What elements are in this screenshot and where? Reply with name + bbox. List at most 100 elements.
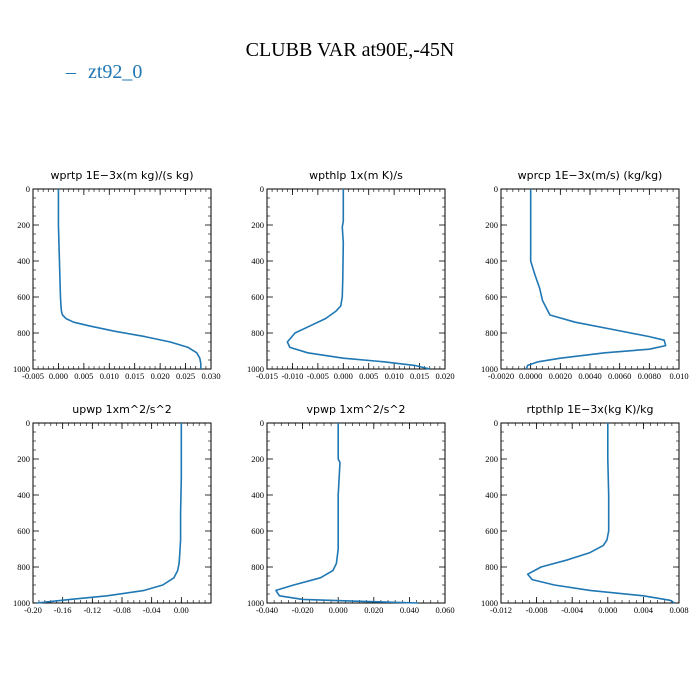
x-tick-label: 0.015 — [410, 371, 429, 381]
x-tick-label: 0.004 — [634, 605, 654, 615]
x-tick-label: -0.005 — [307, 371, 329, 381]
x-tick-label: 0.010 — [385, 371, 404, 381]
y-tick-label: 600 — [485, 292, 498, 302]
y-tick-label: 400 — [485, 490, 498, 500]
y-tick-label: 1000 — [247, 364, 264, 374]
x-tick-label: -0.020 — [292, 605, 314, 615]
panel-3: wprcp 1E−3x(m/s) (kg/kg) -0.0020 0.0000 0.0… — [481, 169, 689, 381]
y-tick-label: 200 — [485, 220, 498, 230]
x-tick-label: 0.060 — [435, 605, 454, 615]
y-tick-label: 400 — [17, 490, 30, 500]
x-tick-label: 0.0060 — [608, 371, 631, 381]
x-tick-label: 0.010 — [669, 371, 688, 381]
x-tick-label: 0.020 — [151, 371, 170, 381]
x-tick-label: -0.005 — [22, 371, 44, 381]
y-tick-label: 1000 — [13, 598, 30, 608]
panel-title: wpthlp 1x(m K)/s — [309, 169, 403, 182]
y-tick-label: 0 — [494, 418, 498, 428]
x-tick-label: -0.040 — [256, 605, 278, 615]
x-tick-label: 0.010 — [100, 371, 119, 381]
x-tick-label: 0.040 — [400, 605, 419, 615]
x-tick-label: 0.0020 — [549, 371, 572, 381]
y-tick-label: 0 — [260, 184, 264, 194]
plot-frame — [266, 188, 446, 370]
y-tick-label: 400 — [251, 490, 264, 500]
series-line-zt92_0 — [526, 423, 675, 604]
y-tick-label: 0 — [26, 418, 30, 428]
x-tick-label: 0.000 — [329, 605, 348, 615]
x-tick-label: 0.000 — [334, 371, 353, 381]
plot-panels: wprtp 1E−3x(m kg)/(s kg)-0.005 0.000 0.005… — [13, 169, 689, 615]
x-tick-label: -0.0020 — [488, 371, 514, 381]
x-tick-label: 0.0080 — [638, 371, 661, 381]
x-tick-label: 0.00 — [174, 605, 189, 615]
x-tick-label: 0.0040 — [578, 371, 601, 381]
series-line-zt92_0 — [525, 189, 667, 370]
panel-title: wprtp 1E−3x(m kg)/(s kg) — [51, 169, 194, 182]
y-tick-label: 0 — [260, 418, 264, 428]
series-line-zt92_0 — [275, 423, 419, 604]
y-tick-label: 1000 — [481, 364, 498, 374]
x-tick-label: -0.12 — [83, 605, 101, 615]
x-tick-label: -0.010 — [281, 371, 303, 381]
y-tick-label: 800 — [485, 328, 498, 338]
x-tick-label: 0.025 — [176, 371, 195, 381]
plot-frame — [32, 422, 212, 604]
y-tick-label: 1000 — [247, 598, 264, 608]
y-tick-label: 600 — [17, 292, 30, 302]
y-tick-label: 200 — [251, 220, 264, 230]
y-tick-label: 800 — [17, 562, 30, 572]
y-tick-label: 600 — [251, 292, 264, 302]
y-tick-label: 0 — [494, 184, 498, 194]
plot-frame — [266, 422, 446, 604]
figure-title: CLUBB VAR at90E,-45N — [246, 39, 455, 61]
y-tick-label: 200 — [485, 454, 498, 464]
y-tick-label: 800 — [251, 328, 264, 338]
x-tick-label: 0.000 — [598, 605, 617, 615]
y-tick-label: 800 — [251, 562, 264, 572]
y-tick-label: 800 — [485, 562, 498, 572]
y-tick-label: 400 — [17, 256, 30, 266]
panel-1: wprtp 1E−3x(m kg)/(s kg) -0.005 0.000 0.005… — [13, 169, 221, 381]
series-line-zt92_0 — [286, 189, 430, 370]
y-tick-label: 1000 — [13, 364, 30, 374]
y-tick-label: 600 — [251, 526, 264, 536]
y-tick-label: 600 — [485, 526, 498, 536]
series-line-zt92_0 — [57, 189, 202, 369]
x-tick-label: -0.012 — [490, 605, 512, 615]
plot-frame — [500, 422, 680, 604]
x-tick-label: -0.16 — [54, 605, 72, 615]
x-tick-label: 0.005 — [359, 371, 378, 381]
y-tick-label: 200 — [17, 454, 30, 464]
x-tick-label: 0.0000 — [519, 371, 542, 381]
x-tick-label: 0.020 — [364, 605, 383, 615]
y-tick-label: 800 — [17, 328, 30, 338]
x-tick-label: 0.008 — [669, 605, 688, 615]
x-tick-label: 0.005 — [74, 371, 93, 381]
y-tick-label: 600 — [17, 526, 30, 536]
y-tick-label: 200 — [251, 454, 264, 464]
panel-title: rtpthlp 1E−3x(kg K)/kg — [526, 403, 653, 416]
panel-2: wpthlp 1x(m K)/s -0.015 -0.010 -0.005 0.000 0… — [247, 169, 455, 381]
x-tick-label: 0.030 — [201, 371, 220, 381]
x-tick-label: -0.008 — [526, 605, 548, 615]
y-tick-label: 400 — [251, 256, 264, 266]
x-tick-label: -0.04 — [143, 605, 161, 615]
y-tick-label: 0 — [26, 184, 30, 194]
x-tick-label: 0.015 — [125, 371, 144, 381]
panel-title: vpwp 1xm^2/s^2 — [306, 403, 405, 416]
y-tick-label: 1000 — [481, 598, 498, 608]
x-tick-label: -0.004 — [561, 605, 584, 615]
x-tick-label: -0.20 — [24, 605, 42, 615]
y-tick-label: 400 — [485, 256, 498, 266]
x-tick-label: -0.015 — [256, 371, 278, 381]
x-tick-label: -0.08 — [113, 605, 131, 615]
series-line-zt92_0 — [36, 423, 183, 604]
plot-frame — [500, 188, 680, 370]
legend-marker: – — [65, 61, 77, 83]
y-tick-label: 200 — [17, 220, 30, 230]
panel-title: wprcp 1E−3x(m/s) (kg/kg) — [518, 169, 663, 182]
panel-4: upwp 1xm^2/s^2 -0.20 -0.16 -0.12 -0.08 -0.04 0… — [13, 403, 212, 615]
x-tick-label: 0.020 — [435, 371, 454, 381]
